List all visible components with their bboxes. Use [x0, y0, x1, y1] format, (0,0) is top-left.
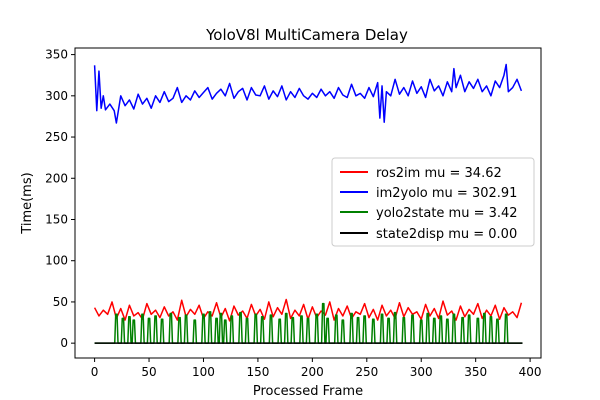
y-tick-label: 350 [45, 48, 68, 62]
plot-area [93, 63, 523, 344]
y-tick-label: 250 [45, 130, 68, 144]
y-tick-label: 50 [53, 295, 68, 309]
x-axis: 0 50 100 150 200 250 300 350 400 [91, 358, 542, 379]
x-tick-label: 100 [192, 365, 215, 379]
legend-label-im2yolo: im2yolo mu = 302.91 [376, 186, 517, 201]
legend: ros2im mu = 34.62 im2yolo mu = 302.91 yo… [331, 157, 535, 247]
x-tick-label: 250 [355, 365, 378, 379]
legend-label-yolo2state: yolo2state mu = 3.42 [376, 206, 518, 221]
x-tick-label: 350 [464, 365, 487, 379]
y-tick-label: 100 [45, 254, 68, 268]
x-tick-label: 150 [246, 365, 269, 379]
legend-label-ros2im: ros2im mu = 34.62 [376, 166, 502, 181]
y-tick-label: 200 [45, 171, 68, 185]
x-tick-label: 300 [410, 365, 433, 379]
chart-title: YoloV8l MultiCamera Delay [205, 26, 408, 44]
x-tick-label: 50 [141, 365, 156, 379]
y-axis-title: Time(ms) [20, 172, 35, 234]
y-axis: 0 50 100 150 200 250 300 350 [45, 48, 75, 350]
series-line-im2yolo [93, 63, 523, 124]
legend-label-state2disp: state2disp mu = 0.00 [376, 227, 517, 242]
y-tick-label: 150 [45, 212, 68, 226]
x-axis-title: Processed Frame [253, 384, 363, 399]
y-tick-label: 0 [60, 336, 68, 350]
x-tick-label: 0 [91, 365, 99, 379]
plot-frame [74, 47, 542, 359]
legend-box [331, 157, 535, 247]
x-tick-label: 400 [519, 365, 542, 379]
y-tick-label: 300 [45, 89, 68, 103]
x-tick-label: 200 [301, 365, 324, 379]
